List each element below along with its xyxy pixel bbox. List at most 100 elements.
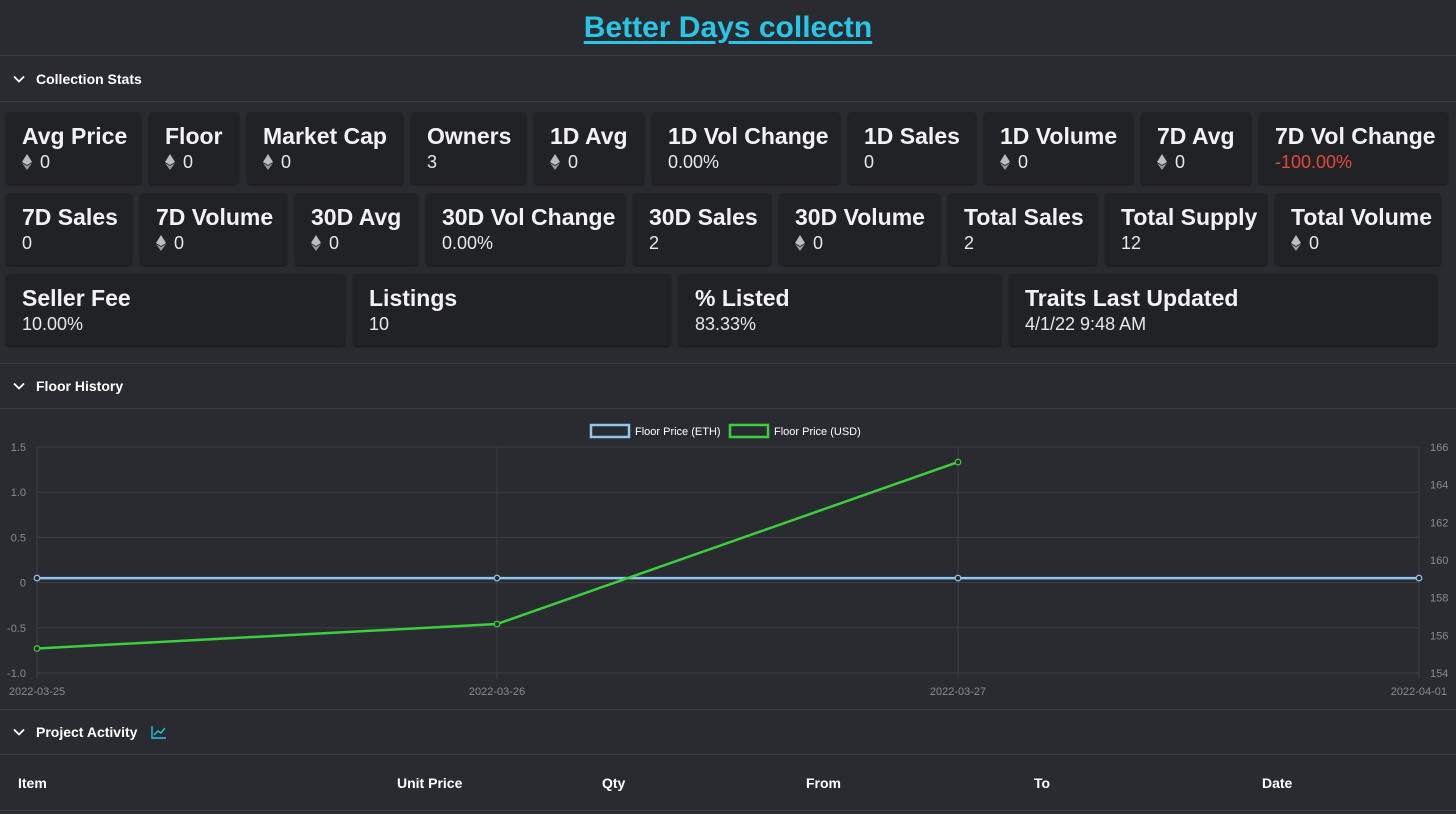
stat-card-7d-sales: 7D Sales 0 [6,193,132,265]
stat-value: 3 [427,151,512,173]
stats-row: Seller Fee 10.00% Listings 10 % Listed 83.33%… [6,274,1456,346]
stat-label: 7D Volume [156,204,274,230]
stat-value: 0.00% [442,232,611,254]
stat-value: 10 [369,313,657,335]
data-point [33,574,41,582]
stat-value-text: 0 [40,152,51,172]
stat-label: 7D Vol Change [1275,123,1436,149]
stat-value-text: 0 [1175,152,1186,172]
stat-value: 0 [550,151,630,173]
stat-value-text: 0 [329,233,340,253]
stat-label: 30D Vol Change [442,204,616,230]
collection-stats-header[interactable]: Collection Stats [0,56,1456,102]
stat-value: 0.00% [668,151,826,173]
stat-label: % Listed [695,285,790,311]
stat-value-text: 0 [813,233,824,253]
stat-value: 0 [795,232,926,254]
collection-stats-title: Collection Stats [36,70,142,87]
stat-value-text: 0 [174,233,185,253]
stat-card-30d-sales: 30D Sales 2 [633,193,771,265]
stat-value-text: 0 [1309,233,1320,253]
y-left-tick-label: 1.0 [11,487,26,499]
y-left-tick-label: 0.5 [11,532,26,544]
x-tick-label: 2022-03-27 [930,686,986,698]
stat-card-30d-vol-change: 30D Vol Change 0.00% [426,193,625,265]
chevron-down-icon [12,72,26,86]
chart-line-icon[interactable] [151,725,167,739]
y-right-tick-label: 154 [1430,668,1448,680]
stat-card-floor: Floor 0 [149,112,239,184]
stats-row: Avg Price 0 Floor 0 Market Cap 0 Owners 3 1D Avg… [6,112,1456,184]
chevron-down-icon [12,725,26,739]
stat-value-text: 2 [964,233,975,253]
stat-label: Avg Price [22,123,128,149]
x-tick-label: 2022-03-26 [469,686,525,698]
data-point [1415,574,1423,582]
stats-row: 7D Sales 0 7D Volume 0 30D Avg 0 30D Vol Chang… [6,193,1456,265]
stat-label: Total Supply [1121,204,1258,230]
ethereum-icon [165,154,175,170]
legend-swatch [589,423,631,439]
stat-card-1d-avg: 1D Avg 0 [534,112,644,184]
ethereum-icon [795,235,805,251]
stat-value: 0 [1000,151,1119,173]
stat-value-text: 0 [281,152,292,172]
stat-value: 10.00% [22,313,331,335]
stat-value-text: 0 [568,152,579,172]
x-tick-label: 2022-03-25 [9,686,65,698]
column-header-unit-price[interactable]: Unit Price [397,774,463,791]
y-right-tick-label: 166 [1430,442,1448,454]
stat-value-text: 2 [649,233,660,253]
x-tick-label: 2022-04-01 [1391,686,1447,698]
stat-value-text: 4/1/22 9:48 AM [1025,314,1147,334]
stats-grid: Avg Price 0 Floor 0 Market Cap 0 Owners 3 1D Avg… [0,102,1456,363]
ethereum-icon [1157,154,1167,170]
stat-label: 7D Sales [22,204,118,230]
stat-label: Total Volume [1291,204,1432,230]
stat-value-text: 0 [1018,152,1029,172]
data-point [493,620,501,628]
y-left-tick-label: 1.5 [11,442,26,454]
stat-label: Traits Last Updated [1025,285,1239,311]
y-right-tick-label: 158 [1430,593,1448,605]
stat-value: 2 [964,232,1083,254]
floor-history-header[interactable]: Floor History [0,363,1456,409]
column-header-qty[interactable]: Qty [602,774,626,791]
ethereum-icon [22,154,32,170]
floor-history-svg: 1.5 1.0 0.5 0 -0.5 -1.0 166 164 162 160 158 156 154 2… [7,423,1448,698]
column-header-to[interactable]: To [1034,774,1051,791]
data-point [493,574,501,582]
ethereum-icon [1291,235,1301,251]
ethereum-icon [156,235,166,251]
stat-value: 0 [1157,151,1237,173]
stat-value: 12 [1121,232,1253,254]
stat-label: 30D Sales [649,204,758,230]
stat-card-total-supply: Total Supply 12 [1105,193,1267,265]
stat-value-text: 12 [1121,233,1142,253]
column-header-date[interactable]: Date [1262,774,1293,791]
stat-card-7d-volume: 7D Volume 0 [140,193,287,265]
y-right-tick-label: 162 [1430,517,1448,529]
stat-card-30d-volume: 30D Volume 0 [779,193,940,265]
project-activity-header[interactable]: Project Activity [0,709,1456,755]
data-point [33,645,41,652]
stat-card-7d-vol-change: 7D Vol Change -100.00% [1259,112,1448,184]
ethereum-icon [311,235,321,251]
column-header-from[interactable]: From [806,774,841,791]
stat-label: Total Sales [964,204,1084,230]
stat-card-total-volume: Total Volume 0 [1275,193,1441,265]
legend-label: Floor Price (USD) [774,426,861,438]
stat-value: 0 [864,151,962,173]
stat-card-avg-price: Avg Price 0 [6,112,141,184]
stat-card-30d-avg: 30D Avg 0 [295,193,418,265]
stat-value-text: 0.00% [442,233,494,253]
stat-card-1d-vol-change: 1D Vol Change 0.00% [652,112,840,184]
column-header-item[interactable]: Item [18,774,47,791]
stat-value: 0 [22,151,127,173]
stat-label: Floor [165,123,223,149]
y-left-tick-label: 0 [20,578,26,590]
stat-value: -100.00% [1275,151,1434,173]
stat-value-text: -100.00% [1275,152,1353,172]
collection-title-link[interactable]: Better Days collectn [583,10,873,44]
